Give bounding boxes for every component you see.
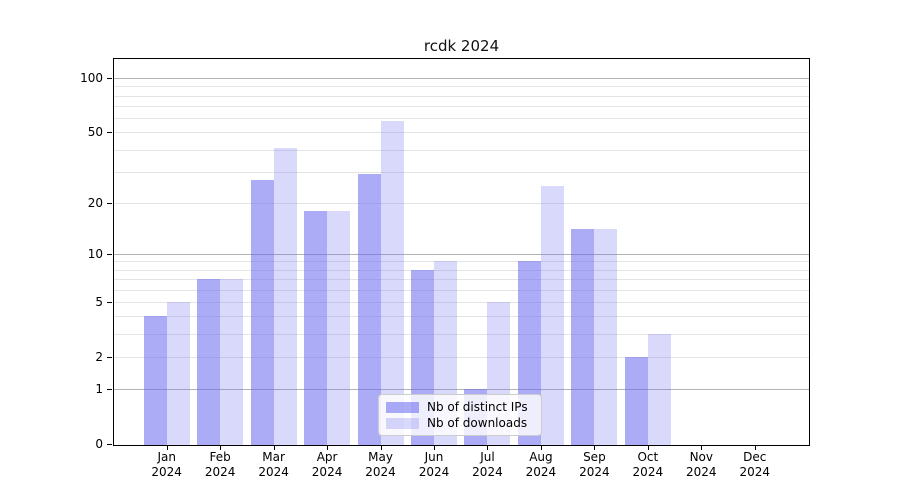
y-tick-label-20: 20 (87, 195, 103, 210)
bar-distinct-ips-jan (143, 316, 167, 445)
legend: Nb of distinct IPs Nb of downloads (378, 394, 542, 436)
y-tick-1 (107, 389, 112, 391)
y-tick-label-5: 5 (95, 294, 103, 309)
minor-gridline-2 (114, 356, 809, 358)
y-tick-10 (107, 253, 112, 255)
bar-downloads-feb (220, 279, 244, 445)
x-tick-feb (220, 446, 222, 450)
x-tick-label-jul: Jul 2024 (472, 450, 503, 479)
x-tick-jan (166, 446, 168, 450)
legend-swatch-distinct-ips (386, 401, 419, 413)
y-tick-0 (107, 444, 112, 445)
bar-downloads-may (380, 120, 404, 445)
minor-gridline-5 (114, 301, 809, 303)
chart-title: rcdk 2024 (423, 37, 500, 55)
major-gridline-1 (114, 389, 809, 391)
y-tick-2 (107, 356, 112, 358)
minor-gridline-9 (114, 261, 809, 263)
y-tick-label-0: 0 (95, 437, 103, 451)
minor-gridline-80 (114, 95, 809, 97)
y-tick-label-10: 10 (87, 246, 103, 261)
bar-downloads-mar (273, 147, 297, 445)
x-tick-mar (273, 446, 275, 450)
x-tick-oct (647, 446, 649, 450)
x-tick-label-jun: Jun 2024 (418, 450, 450, 479)
minor-gridline-60 (114, 118, 809, 119)
minor-gridline-70 (114, 105, 809, 107)
bar-distinct-ips-oct (624, 356, 648, 445)
x-tick-jul (487, 446, 489, 450)
x-tick-label-feb: Feb 2024 (204, 450, 236, 479)
bar-distinct-ips-feb (197, 279, 221, 445)
minor-gridline-40 (114, 149, 809, 151)
plot-area: Nb of distinct IPs Nb of downloads (113, 58, 810, 446)
x-tick-dec (754, 446, 756, 450)
bar-distinct-ips-may (357, 174, 381, 445)
y-tick-label-1: 1 (95, 382, 103, 397)
x-tick-apr (327, 446, 329, 450)
major-gridline-10 (114, 253, 809, 255)
bar-distinct-ips-sep (571, 229, 595, 445)
x-tick-label-oct: Oct 2024 (632, 450, 664, 479)
bar-downloads-oct (647, 334, 671, 445)
y-tick-5 (107, 301, 112, 303)
legend-label-downloads: Nb of downloads (427, 416, 528, 430)
legend-entry-downloads: Nb of downloads (386, 415, 534, 431)
x-tick-label-sep: Sep 2024 (579, 450, 610, 479)
bar-downloads-apr (327, 210, 351, 445)
minor-gridline-20 (114, 202, 809, 204)
bar-downloads-sep (594, 229, 618, 445)
x-tick-label-apr: Apr 2024 (311, 450, 343, 479)
bar-downloads-jan (166, 301, 190, 445)
y-tick-label-100: 100 (80, 71, 103, 86)
y-tick-label-2: 2 (95, 349, 103, 364)
major-gridline-100 (114, 78, 809, 80)
x-tick-may (380, 446, 382, 450)
bar-distinct-ips-apr (304, 210, 328, 445)
minor-gridline-4 (114, 316, 809, 318)
minor-gridline-6 (114, 289, 809, 291)
y-tick-50 (107, 132, 112, 134)
x-tick-aug (540, 446, 542, 450)
minor-gridline-30 (114, 171, 809, 173)
minor-gridline-50 (114, 132, 809, 134)
legend-swatch-downloads (386, 417, 419, 429)
x-tick-label-may: May 2024 (365, 450, 396, 479)
y-tick-20 (107, 202, 112, 204)
bar-downloads-aug (540, 185, 564, 445)
x-tick-label-jan: Jan 2024 (151, 450, 182, 479)
legend-label-distinct-ips: Nb of distinct IPs (427, 400, 528, 414)
x-tick-nov (701, 446, 703, 450)
x-tick-label-nov: Nov 2024 (686, 450, 717, 479)
minor-gridline-90 (114, 86, 809, 88)
minor-gridline-3 (114, 334, 809, 336)
x-tick-label-aug: Aug 2024 (525, 450, 557, 479)
legend-entry-distinct-ips: Nb of distinct IPs (386, 399, 534, 415)
minor-gridline-8 (114, 269, 809, 271)
bar-distinct-ips-mar (250, 179, 274, 445)
x-tick-sep (594, 446, 596, 450)
x-tick-label-dec: Dec 2024 (739, 450, 771, 479)
x-tick-jun (434, 446, 435, 450)
minor-gridline-7 (114, 279, 809, 281)
y-tick-label-50: 50 (87, 125, 103, 140)
y-tick-100 (107, 78, 112, 80)
x-tick-label-mar: Mar 2024 (258, 450, 289, 479)
